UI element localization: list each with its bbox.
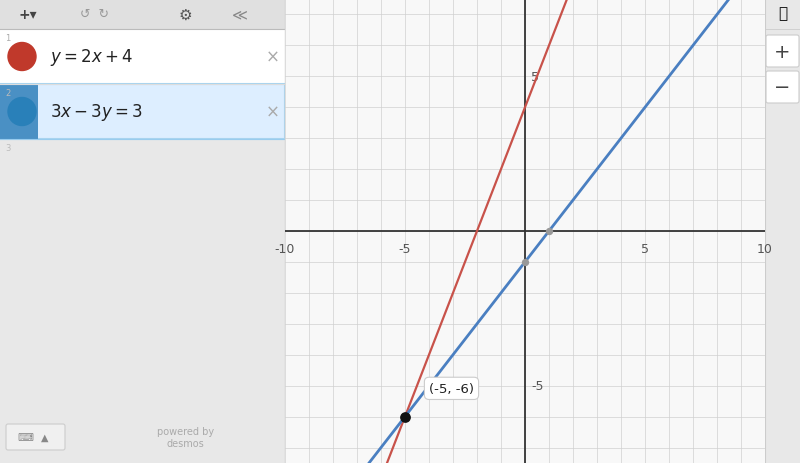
FancyBboxPatch shape	[0, 85, 285, 140]
Point	[542, 228, 555, 235]
FancyBboxPatch shape	[0, 85, 38, 140]
FancyBboxPatch shape	[0, 0, 285, 30]
Text: 5: 5	[531, 71, 539, 84]
Text: 5: 5	[641, 242, 649, 255]
Text: 10: 10	[757, 242, 773, 255]
Text: (-5, -6): (-5, -6)	[429, 382, 474, 395]
Text: −: −	[774, 78, 790, 97]
Text: $y = 2x + 4$: $y = 2x + 4$	[50, 47, 133, 68]
Text: ▲: ▲	[42, 432, 49, 442]
Text: +▾: +▾	[18, 8, 38, 22]
Circle shape	[8, 98, 36, 126]
Text: -5: -5	[398, 242, 411, 255]
Text: 3: 3	[5, 144, 10, 153]
Text: ≪: ≪	[232, 7, 248, 22]
Text: 1: 1	[5, 34, 10, 43]
Text: 2: 2	[5, 89, 10, 98]
Text: ⌨: ⌨	[17, 432, 33, 442]
Text: powered by
desmos: powered by desmos	[157, 426, 214, 448]
Point	[518, 259, 531, 266]
Point	[398, 413, 411, 420]
Text: -5: -5	[531, 379, 543, 392]
FancyBboxPatch shape	[6, 424, 65, 450]
FancyBboxPatch shape	[766, 72, 799, 104]
Text: ×: ×	[266, 49, 280, 66]
Text: 🔧: 🔧	[778, 6, 787, 21]
Text: ⚙: ⚙	[178, 7, 192, 22]
FancyBboxPatch shape	[766, 36, 799, 68]
Text: +: +	[774, 43, 790, 62]
Text: $3x - 3y = 3$: $3x - 3y = 3$	[50, 102, 143, 123]
Text: ↺  ↻: ↺ ↻	[81, 8, 110, 21]
Text: ×: ×	[266, 103, 280, 121]
FancyBboxPatch shape	[0, 30, 285, 85]
Circle shape	[8, 44, 36, 71]
Text: -10: -10	[275, 242, 295, 255]
